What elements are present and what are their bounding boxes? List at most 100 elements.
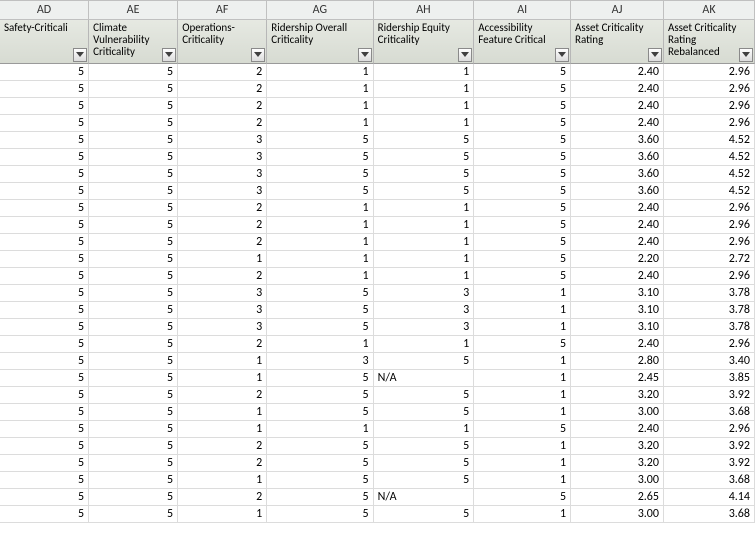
cell[interactable]: 2.40: [571, 98, 664, 115]
cell[interactable]: 5: [0, 268, 89, 285]
cell[interactable]: 5: [374, 353, 475, 370]
cell[interactable]: 5: [267, 472, 373, 489]
cell[interactable]: 5: [0, 336, 89, 353]
column-letter[interactable]: AK: [664, 1, 755, 20]
cell[interactable]: 5: [0, 217, 89, 234]
cell[interactable]: 2.40: [571, 217, 664, 234]
cell[interactable]: 1: [267, 98, 373, 115]
cell[interactable]: 2.40: [571, 200, 664, 217]
cell[interactable]: 3.78: [664, 319, 755, 336]
cell[interactable]: 1: [474, 302, 571, 319]
cell[interactable]: 5: [89, 268, 178, 285]
cell[interactable]: 2: [178, 115, 267, 132]
cell[interactable]: 5: [0, 98, 89, 115]
cell[interactable]: 3: [374, 319, 475, 336]
cell[interactable]: 3.00: [571, 472, 664, 489]
cell[interactable]: 2.96: [664, 421, 755, 438]
cell[interactable]: 2.40: [571, 81, 664, 98]
cell[interactable]: 5: [474, 336, 571, 353]
cell[interactable]: 4.52: [664, 132, 755, 149]
cell[interactable]: 1: [374, 336, 475, 353]
cell[interactable]: 2.40: [571, 421, 664, 438]
cell[interactable]: 4.52: [664, 183, 755, 200]
cell[interactable]: 5: [0, 132, 89, 149]
filter-dropdown-icon[interactable]: [555, 48, 569, 62]
cell[interactable]: 5: [267, 489, 373, 506]
cell[interactable]: 3: [178, 132, 267, 149]
cell[interactable]: 5: [89, 251, 178, 268]
cell[interactable]: 3.68: [664, 506, 755, 523]
cell[interactable]: 5: [474, 217, 571, 234]
column-letter[interactable]: AD: [0, 1, 89, 20]
cell[interactable]: 3: [178, 183, 267, 200]
cell[interactable]: 3.60: [571, 149, 664, 166]
cell[interactable]: 1: [474, 506, 571, 523]
cell[interactable]: 2: [178, 64, 267, 81]
cell[interactable]: 1: [178, 472, 267, 489]
column-header[interactable]: Ridership Equity Criticality: [374, 20, 475, 64]
cell[interactable]: 3: [178, 319, 267, 336]
cell[interactable]: 2: [178, 200, 267, 217]
cell[interactable]: 5: [0, 506, 89, 523]
cell[interactable]: 5: [0, 302, 89, 319]
cell[interactable]: 5: [89, 149, 178, 166]
cell[interactable]: 5: [374, 455, 475, 472]
cell[interactable]: 5: [89, 115, 178, 132]
cell[interactable]: 2.96: [664, 217, 755, 234]
column-letter[interactable]: AH: [374, 1, 475, 20]
cell[interactable]: 2.80: [571, 353, 664, 370]
column-header[interactable]: Asset Criticality Rating Rebalanced: [664, 20, 755, 64]
cell[interactable]: 3.20: [571, 455, 664, 472]
cell[interactable]: 5: [474, 132, 571, 149]
cell[interactable]: 5: [0, 421, 89, 438]
cell[interactable]: 5: [0, 455, 89, 472]
cell[interactable]: 2: [178, 98, 267, 115]
cell[interactable]: 5: [89, 132, 178, 149]
cell[interactable]: 5: [0, 166, 89, 183]
cell[interactable]: 1: [178, 370, 267, 387]
cell[interactable]: 2.72: [664, 251, 755, 268]
cell[interactable]: 5: [0, 353, 89, 370]
cell[interactable]: 5: [89, 353, 178, 370]
cell[interactable]: 3.92: [664, 387, 755, 404]
cell[interactable]: 1: [474, 319, 571, 336]
cell[interactable]: 3.10: [571, 302, 664, 319]
cell[interactable]: 5: [0, 404, 89, 421]
cell[interactable]: 5: [0, 81, 89, 98]
cell[interactable]: 2.20: [571, 251, 664, 268]
cell[interactable]: 5: [474, 115, 571, 132]
cell[interactable]: 3.00: [571, 404, 664, 421]
cell[interactable]: 5: [267, 149, 373, 166]
cell[interactable]: 5: [267, 166, 373, 183]
cell[interactable]: 5: [0, 489, 89, 506]
cell[interactable]: 3.68: [664, 404, 755, 421]
cell[interactable]: 5: [89, 319, 178, 336]
cell[interactable]: 2.96: [664, 336, 755, 353]
cell[interactable]: 5: [474, 98, 571, 115]
cell[interactable]: 2.96: [664, 234, 755, 251]
cell[interactable]: 1: [178, 251, 267, 268]
cell[interactable]: 5: [374, 438, 475, 455]
cell[interactable]: 2: [178, 336, 267, 353]
cell[interactable]: N/A: [374, 489, 475, 506]
cell[interactable]: 5: [267, 132, 373, 149]
cell[interactable]: 2.40: [571, 115, 664, 132]
cell[interactable]: 1: [178, 404, 267, 421]
cell[interactable]: 2.40: [571, 336, 664, 353]
cell[interactable]: 4.14: [664, 489, 755, 506]
cell[interactable]: 4.52: [664, 149, 755, 166]
cell[interactable]: 2: [178, 81, 267, 98]
cell[interactable]: 5: [474, 200, 571, 217]
cell[interactable]: 5: [474, 421, 571, 438]
cell[interactable]: 3.20: [571, 438, 664, 455]
cell[interactable]: 1: [374, 64, 475, 81]
column-letter[interactable]: AJ: [571, 1, 664, 20]
cell[interactable]: 2.96: [664, 115, 755, 132]
cell[interactable]: 2.96: [664, 268, 755, 285]
cell[interactable]: 1: [374, 217, 475, 234]
cell[interactable]: 5: [89, 336, 178, 353]
cell[interactable]: 5: [89, 404, 178, 421]
cell[interactable]: 1: [374, 251, 475, 268]
cell[interactable]: 5: [0, 438, 89, 455]
cell[interactable]: 5: [474, 489, 571, 506]
